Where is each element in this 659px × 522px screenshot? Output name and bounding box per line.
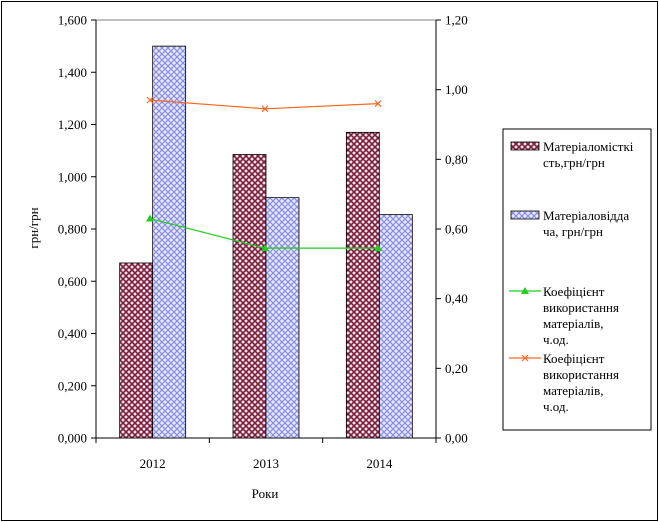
y-tick-label: 0,600 [58, 274, 87, 289]
point-series-1-2012 [146, 214, 154, 222]
bar-materialomistkist-2013 [232, 154, 267, 439]
lines [146, 96, 382, 252]
y-axis-left: 0,000 0,200 0,400 0,600 0,800 1,000 1,200 1,400… [58, 13, 97, 446]
y2-tick-label: 0,20 [445, 361, 468, 376]
x-tick-label: 2013 [253, 456, 279, 471]
legend-marker-4 [521, 354, 529, 362]
x-tick-label: 2014 [366, 456, 393, 471]
y-axis-right: 0,00 0,20 0,40 0,60 0,80 1,00 1,20 [435, 13, 468, 446]
y2-tick-label: 1,20 [445, 13, 468, 28]
bar-materialoviddacha-2013 [265, 197, 300, 439]
bar-materialomistkist-2012 [119, 262, 154, 439]
legend-label-4: Коефіцієнт використання матеріалів, ч.од. [543, 351, 619, 414]
x-tick-label: 2012 [140, 456, 166, 471]
y-tick-label: 0,400 [58, 326, 87, 341]
legend-label-3: Коефіцієнт використання матеріалів, ч.од. [543, 284, 619, 347]
bar-materialoviddacha-2012 [152, 45, 187, 439]
point-series-2-2014 [374, 100, 382, 108]
y-tick-label: 1,000 [58, 169, 87, 184]
point-series-2-2012 [146, 96, 154, 104]
point-series-1-2014 [374, 244, 382, 252]
y-tick-label: 1,600 [58, 13, 87, 28]
bars [119, 45, 413, 439]
legend: Матеріаломісткі сть,грн/грн Матеріаловідда… [509, 139, 634, 414]
y-tick-label: 0,800 [58, 222, 87, 237]
y-tick-label: 0,200 [58, 378, 87, 393]
x-axis-title: Роки [252, 486, 279, 501]
y2-tick-label: 0,40 [445, 291, 468, 306]
point-series-1-2013 [261, 244, 269, 252]
legend-box [502, 128, 652, 431]
legend-key-1 [510, 141, 540, 151]
y-axis-title: грн/грн [26, 207, 41, 248]
y2-tick-label: 0,80 [445, 152, 468, 167]
bar-materialoviddacha-2014 [378, 214, 413, 439]
y2-tick-label: 0,60 [445, 222, 468, 237]
y-tick-label: 1,200 [58, 117, 87, 132]
legend-label-2: Матеріаловідда ча, грн/грн [543, 208, 629, 239]
y2-tick-label: 0,00 [445, 431, 468, 446]
bar-materialomistkist-2014 [345, 131, 380, 439]
y-tick-label: 1,400 [58, 65, 87, 80]
legend-label-1: Матеріаломісткі сть,грн/грн [543, 139, 634, 170]
y-tick-label: 0,000 [58, 431, 87, 446]
y2-tick-label: 1,00 [445, 82, 468, 97]
legend-key-2 [510, 210, 540, 220]
legend-marker-3 [521, 287, 529, 294]
point-series-2-2013 [261, 105, 269, 113]
